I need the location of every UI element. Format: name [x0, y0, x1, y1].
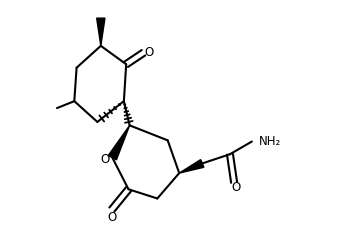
Text: O: O	[144, 46, 154, 59]
Polygon shape	[97, 19, 105, 47]
Text: O: O	[100, 152, 109, 165]
Text: O: O	[232, 180, 241, 193]
Text: NH₂: NH₂	[259, 134, 281, 147]
Text: O: O	[107, 210, 117, 222]
Polygon shape	[108, 126, 130, 160]
Polygon shape	[179, 160, 204, 173]
